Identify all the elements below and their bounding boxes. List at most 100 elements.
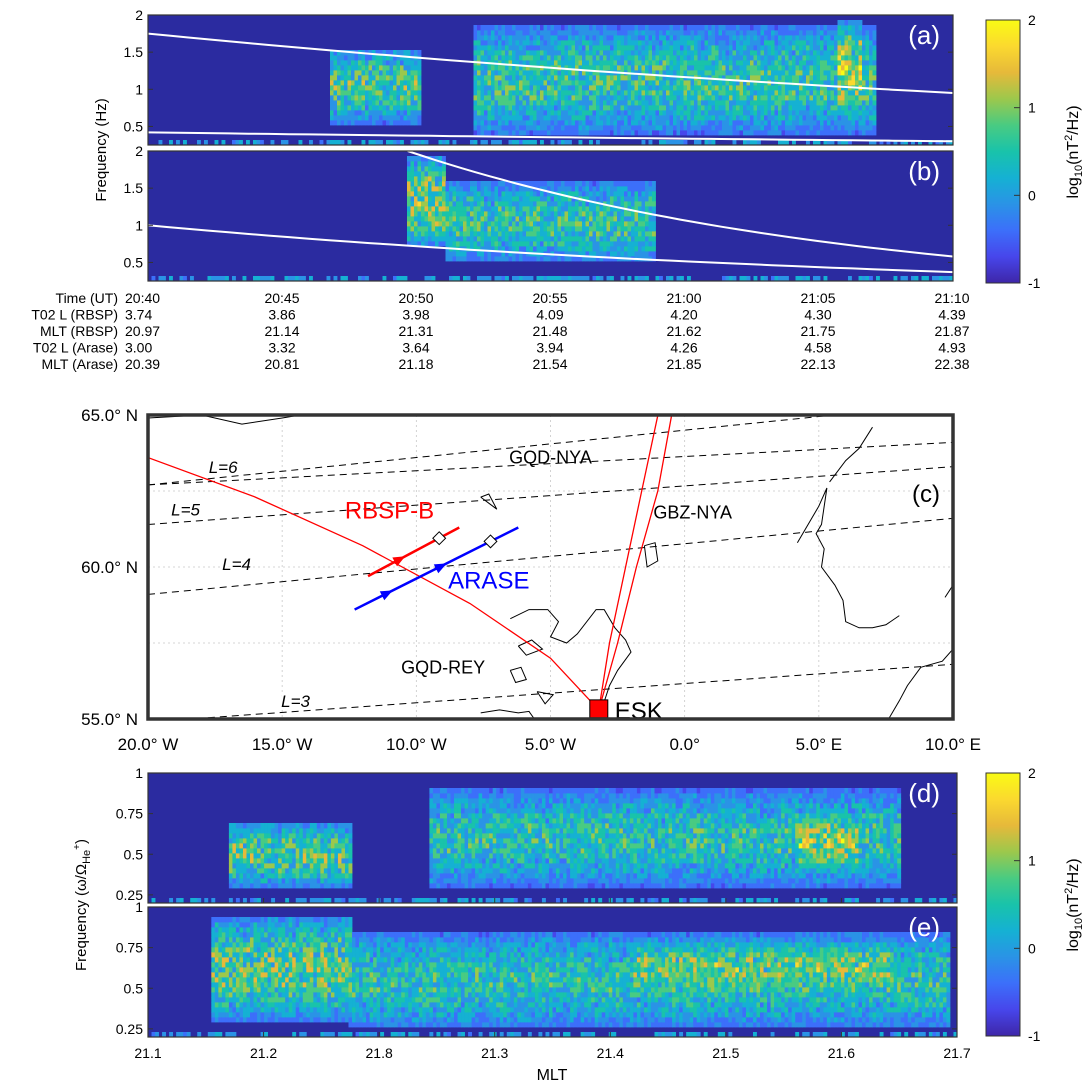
spectrogram-a-cell <box>606 120 611 126</box>
spectrogram-d-cell <box>235 848 240 854</box>
spectrogram-a-cell <box>536 95 541 101</box>
spectrogram-a-cell <box>785 85 789 91</box>
spectrogram-a-cell <box>743 100 747 106</box>
spectrogram-a-cell <box>767 40 772 46</box>
spectrogram-a-cell <box>739 75 744 81</box>
spectrogram-b-cell <box>526 221 530 227</box>
spectrogram-b-cell <box>431 161 436 167</box>
spectrogram-a-cell <box>736 50 740 56</box>
spectrogram-a-cell <box>533 60 537 66</box>
spectrogram-a-cell <box>662 85 667 91</box>
spectrogram-d-cell <box>232 873 237 879</box>
spectrogram-a-cell <box>389 65 394 71</box>
spectrogram-a-cell <box>536 90 541 96</box>
spectrogram-a-cell <box>767 25 772 31</box>
spectrogram-a-cell <box>641 65 646 71</box>
spectrogram-a-cell <box>774 105 779 111</box>
spectrogram-a-cell <box>655 80 660 86</box>
spectrogram-a-cell <box>585 125 590 131</box>
spectrogram-b-cell <box>522 196 527 202</box>
spectrogram-a-cell <box>358 90 362 96</box>
spectrogram-b-cell <box>498 231 502 237</box>
spectrogram-a-cell <box>865 45 870 51</box>
spectrogram-a-cell <box>641 115 646 121</box>
spectrogram-b-cell <box>617 231 621 237</box>
spectrogram-b-cell <box>414 221 418 227</box>
spectrogram-a-cell <box>498 120 502 126</box>
spectrogram-b-cell <box>424 196 429 202</box>
spectrogram-d-cell <box>253 828 258 834</box>
spectrogram-a-cell <box>662 70 667 76</box>
spectrogram-a-cell <box>645 85 649 91</box>
spectrogram-a-cell <box>638 90 642 96</box>
spectrogram-a-cell <box>774 110 779 116</box>
spectrogram-b-cell <box>620 211 625 217</box>
spectrogram-a-cell <box>540 90 544 96</box>
spectrogram-a-cell <box>662 80 667 86</box>
spectrogram-b-cell <box>526 276 530 281</box>
spectrogram-b-cell <box>473 231 478 237</box>
spectrogram-a-cell <box>596 85 600 91</box>
spectrogram-a-cell <box>592 130 597 136</box>
spectrogram-b-cell <box>456 216 460 222</box>
spectrogram-a-cell <box>869 95 873 101</box>
spectrogram-b-cell <box>421 196 425 202</box>
spectrogram-b-cell <box>344 276 348 281</box>
spectrogram-b-cell <box>592 211 597 217</box>
spectrogram-a-cell <box>771 115 775 121</box>
spectrogram-b-cell <box>613 246 618 252</box>
spectrogram-b-cell <box>582 256 586 262</box>
spectrogram-d-cell <box>267 873 272 879</box>
spectrogram-b-cell <box>648 201 653 207</box>
spectrogram-a-cell <box>571 45 576 51</box>
spectrogram-b-cell <box>466 241 471 247</box>
spectrogram-a-cell <box>501 100 506 106</box>
spectrogram-b-cell <box>540 276 544 281</box>
spectrogram-a-cell <box>403 80 408 86</box>
spectrogram-a-cell <box>487 70 492 76</box>
spectrogram-a-cell <box>855 115 859 121</box>
colorbar-top: 210-1 log10(nT2/Hz) <box>985 12 1085 291</box>
spectrogram-a-cell <box>771 60 775 66</box>
spectrogram-a-cell <box>708 65 712 71</box>
spectrogram-b-cell <box>575 201 579 207</box>
spectrogram-a-cell <box>599 110 604 116</box>
spectrogram-a-cell <box>585 25 590 31</box>
spectrogram-a-cell <box>788 60 793 66</box>
spectrogram-a-cell <box>396 115 401 121</box>
spectrogram-a-cell <box>494 45 499 51</box>
spectrogram-d-cell <box>278 883 283 889</box>
spectrogram-a-cell <box>540 130 544 136</box>
spectrogram-a-cell <box>659 125 663 131</box>
spectrogram-a-cell <box>820 125 824 131</box>
spectrogram-b-cell <box>680 276 684 281</box>
spectrogram-a-cell <box>690 95 695 101</box>
spectrogram-a-cell <box>540 70 544 76</box>
spectrogram-d-cell <box>239 838 244 844</box>
spectrogram-a-cell <box>372 105 376 111</box>
spectrogram-a-cell <box>806 60 810 66</box>
spectrogram-b-cell <box>466 236 471 242</box>
spectrogram-a-cell <box>568 80 572 86</box>
spectrogram-b-cell <box>452 181 457 187</box>
spectrogram-a-cell <box>834 30 838 36</box>
spectrogram-d-cell <box>432 853 437 859</box>
spectrogram-b-cell <box>575 231 579 237</box>
spectrogram-d-cell <box>348 848 353 854</box>
spectrogram-a-cell <box>494 30 499 36</box>
spectrogram-a-cell <box>522 95 527 101</box>
spectrogram-a-cell <box>690 105 695 111</box>
spectrogram-a-cell <box>855 25 859 31</box>
spectrogram-b-cell <box>641 191 646 197</box>
spectrogram-d-cell <box>327 878 332 884</box>
spectrogram-a-cell <box>491 40 495 46</box>
spectrogram-a-cell <box>512 80 516 86</box>
spectrogram-a-cell <box>547 110 551 116</box>
spectrogram-a-cell <box>753 130 758 136</box>
spectrogram-b-cell <box>508 256 513 262</box>
time-table-cell: 21.75 <box>800 323 835 339</box>
spectrogram-a-cell <box>711 140 716 145</box>
spectrogram-b-cell <box>519 241 523 247</box>
spectrogram-b-cell <box>435 216 439 222</box>
spectrogram-b-cell <box>522 211 527 217</box>
